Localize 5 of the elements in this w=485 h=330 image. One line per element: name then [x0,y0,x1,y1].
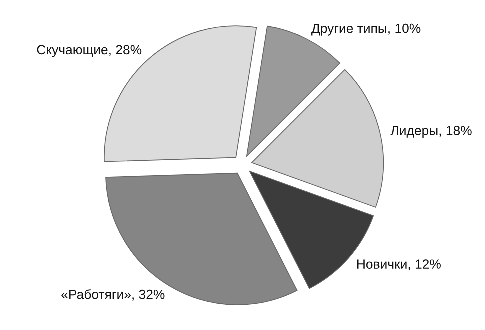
slice-label: «Работяги», 32% [62,289,165,301]
slice-label: Новички, 12% [358,260,441,271]
slice-label: Лидеры, 18% [390,126,472,138]
slice-label: Скучающие, 28% [37,45,142,58]
slice-label: Другие типы, 10% [312,24,421,36]
